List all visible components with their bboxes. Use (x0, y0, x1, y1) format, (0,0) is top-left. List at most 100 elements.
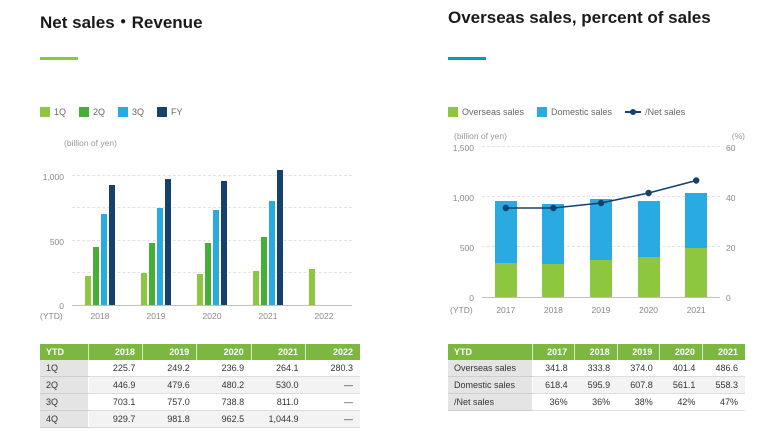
header-cell-ytd: YTD (40, 344, 89, 360)
x-axis-label-2020: 2020 (202, 311, 222, 321)
overseas-sales-legend: Overseas sales Domestic sales/Net sales (448, 107, 685, 117)
table-head: YTD 2017 2018 2019 2020 2021 (448, 344, 745, 360)
net-sales-plot-area (72, 154, 352, 306)
row-label: Domestic sales (448, 376, 533, 394)
table-cell: 47% (702, 393, 745, 411)
legend-label: FY (171, 107, 183, 117)
x-axis-labels: 2018 2019 2020 2021 2022 (72, 311, 352, 321)
table-body: Overseas sales 341.8 333.8 374.0 401.4 486.6 D… (448, 360, 745, 411)
legend-label: /Net sales (645, 107, 686, 117)
gridline (72, 175, 352, 177)
legend-swatch-icon (40, 107, 50, 117)
x-axis-label-2017: 2017 (496, 305, 516, 315)
table-cell: 1,044.9 (251, 410, 306, 428)
header-cell-2018: 2018 (574, 344, 618, 360)
net-sales-panel: Net sales・Revenue 1Q 2Q 3Q FY (billion of y… (40, 8, 360, 438)
bar-1q-2022 (309, 268, 315, 305)
table-cell: 333.8 (574, 360, 618, 377)
stack-domestic-sales-2020 (637, 200, 660, 257)
axis-unit-label: (billion of yen) (64, 138, 117, 148)
overseas-sales-table: YTD 2017 2018 2019 2020 2021 Overseas sales 341… (448, 344, 745, 411)
x-axis-label-2022: 2022 (314, 311, 334, 321)
table-cell: 757.0 (142, 393, 197, 411)
stacked-bar-2017 (494, 201, 517, 297)
right-axis-tick-label: 40 (726, 193, 736, 203)
table-cell: 479.6 (142, 376, 197, 394)
table-cell: 36% (532, 393, 575, 411)
table-cell: 981.8 (142, 410, 197, 428)
x-axis-label-2018: 2018 (90, 311, 110, 321)
bar-3q-2021 (269, 200, 275, 305)
row-label: Overseas sales (448, 360, 533, 377)
bar-group-2022 (309, 268, 339, 305)
table-row-2q: 2Q 446.9 479.6 480.2 530.0— (40, 376, 360, 394)
overseas-sales-chart: 0 500 1,000 1,500 0 20 40 60 2017 2018 2019 2020 202… (448, 143, 745, 323)
legend-item-fy: FY (157, 107, 183, 117)
table-cell: 480.2 (196, 376, 252, 394)
y-axis-tick-label: 1,500 (452, 143, 474, 153)
bar-groups (72, 154, 352, 305)
table-cell: 225.7 (88, 360, 143, 377)
bar-fy-2020 (221, 181, 227, 305)
legend-item-3q: 3Q (118, 107, 144, 117)
table-head: YTD 2018 2019 2020 2021 2022 (40, 344, 360, 360)
page-title-net-sales: Net sales・Revenue (40, 13, 203, 32)
table-cell: 341.8 (532, 360, 575, 377)
header-cell-2018: 2018 (88, 344, 143, 360)
row-label: 4Q (40, 410, 89, 428)
stack-overseas-sales-2018 (542, 263, 565, 297)
table-cell: 962.5 (196, 410, 252, 428)
stack-overseas-sales-2017 (494, 262, 517, 297)
table-cell: 703.1 (88, 393, 143, 411)
bar-fy-2018 (109, 185, 115, 305)
axis-unit-label-left: (billion of yen) (454, 131, 507, 141)
header-cell-2017: 2017 (532, 344, 576, 360)
gridline (72, 207, 352, 209)
table-row-domestic-sales: Domestic sales 618.4 595.9 607.8 561.1 558.3 (448, 376, 745, 394)
table-cell: 36% (574, 393, 618, 411)
stacked-bar-2019 (589, 198, 612, 297)
y-axis-tick-label: 500 (49, 236, 64, 247)
table-cell: 618.4 (532, 376, 575, 394)
ytd-axis-label: (YTD) (450, 305, 473, 315)
legend-swatch-icon (118, 107, 129, 117)
bar-group-2018 (85, 185, 115, 305)
table-cell: 558.3 (702, 376, 745, 394)
header-cell-2020: 2020 (659, 344, 703, 360)
table-cell: 607.8 (617, 376, 660, 394)
ytd-axis-label: (YTD) (40, 311, 63, 321)
stacked-bar-2021 (685, 192, 708, 297)
table-cell: 561.1 (659, 376, 703, 394)
bar-1q-2021 (253, 270, 259, 305)
x-axis-label-2020: 2020 (639, 305, 659, 315)
x-axis-label-2019: 2019 (146, 311, 166, 321)
net-sales-legend: 1Q 2Q 3Q FY (40, 107, 183, 117)
table-cell: 38% (617, 393, 660, 411)
gridline (72, 239, 352, 241)
y-axis-tick-label: 1,000 (452, 193, 474, 203)
legend-swatch-icon (448, 107, 458, 117)
table-row-1q: 1Q 225.7 249.2 236.9 264.1 280.3 (40, 360, 360, 377)
stack-domestic-sales-2021 (685, 192, 708, 249)
bar-1q-2018 (85, 275, 91, 305)
legend-item-2q: 2Q (79, 107, 105, 117)
x-axis-label-2018: 2018 (543, 305, 563, 315)
header-cell-2021: 2021 (251, 344, 307, 360)
table-body: 1Q 225.7 249.2 236.9 264.1 280.3 2Q 446.9 479.6 4… (40, 360, 360, 428)
table-cell: 486.6 (702, 360, 745, 377)
table-cell: 264.1 (251, 360, 306, 377)
gridline (482, 146, 720, 147)
table-row-overseas-sales: Overseas sales 341.8 333.8 374.0 401.4 486.6 (448, 360, 745, 377)
legend-label: Overseas sales (462, 107, 525, 117)
table-cell: 738.8 (196, 393, 252, 411)
stack-domestic-sales-2019 (589, 198, 612, 260)
table-cell: 811.0 (251, 393, 306, 411)
right-axis-tick-label: 60 (726, 143, 736, 153)
bar-group-2020 (197, 181, 227, 305)
header-cell-2022: 2022 (305, 344, 360, 360)
legend-swatch-icon (157, 107, 168, 117)
x-axis-label-2021: 2021 (258, 311, 278, 321)
bar-3q-2018 (101, 214, 107, 305)
y-axis-tick-label: 0 (59, 301, 64, 311)
gridline (72, 271, 352, 273)
